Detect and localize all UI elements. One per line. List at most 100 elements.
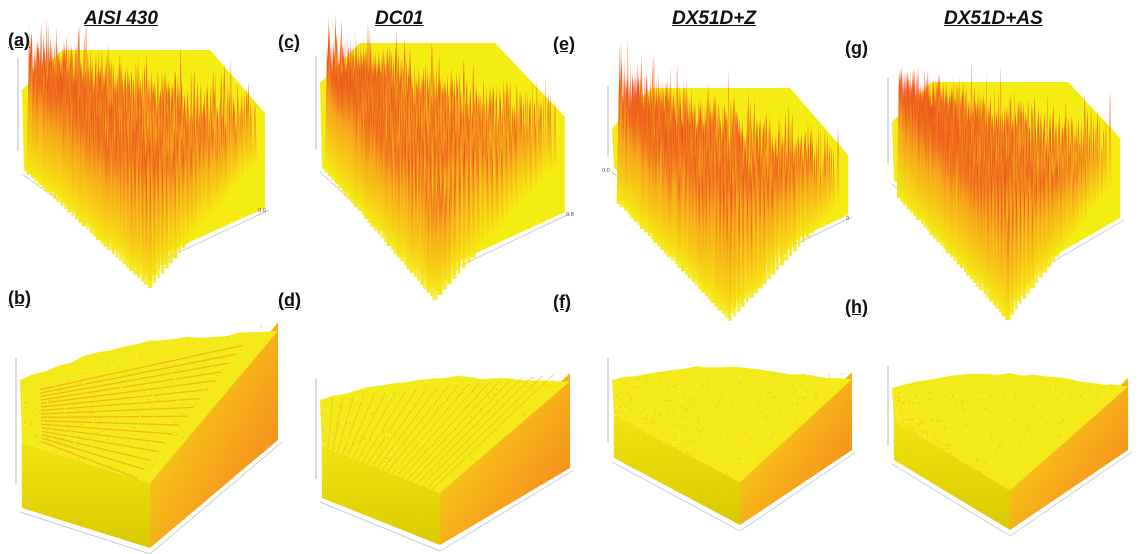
surface-speckle [694,436,696,438]
surface-speckle [940,388,942,391]
surface-speckle [635,384,638,386]
surface-speckle [684,426,687,429]
surface-speckle [526,401,528,403]
surface-speckle [383,455,385,457]
surface-speckle [93,421,95,424]
surface-speckle [199,354,201,356]
surface-speckle [1035,395,1037,398]
surface-speckle [320,413,322,416]
surface-speckle [922,426,924,429]
surface-speckle [644,381,646,384]
surface-speckle [127,440,129,443]
surface-speckle [429,470,431,472]
surface-speckle [341,407,343,409]
surface-speckle [495,430,498,432]
surface-speckle [727,403,729,405]
surface-spike [384,143,388,243]
surface-speckle [989,418,992,420]
surface-spike [381,131,385,239]
surface-speckle [901,408,903,410]
surface-speckle [73,441,76,443]
surface-spike [347,70,353,200]
surface-speckle [95,369,98,371]
surface-spike [1050,165,1056,262]
surface-ridge [396,382,480,477]
surface-speckle [410,401,413,404]
surface-speckle [911,419,913,421]
surface-speckle [613,405,615,408]
surface-speckle [422,476,424,478]
surface-speckle [674,405,676,407]
surface-speckle [175,434,177,436]
surface-speckle [394,459,396,462]
surface-speckle [40,390,42,393]
surface-speckle [351,456,353,458]
surface-speckle [1010,408,1012,411]
surface-speckle [119,453,121,455]
surface-ridge [372,388,428,467]
surface-speckle [905,420,907,423]
surface-speckle [335,424,338,427]
surface-speckle [1045,421,1047,424]
surface-speckle [706,379,708,381]
surface-speckle [129,362,131,365]
surface-speckle [429,446,431,448]
surface-speckle [362,453,365,455]
surface-speckle [679,409,681,411]
surface-speckle [134,476,137,478]
surface-speckle [137,423,139,425]
surface-spike [976,180,981,287]
surface-speckle [514,406,517,408]
surface-speckle [1014,397,1016,399]
surface-speckle [405,462,407,465]
surface-speckle [1059,422,1062,425]
surface-speckle [1019,423,1022,425]
surface-spike [37,54,43,185]
surface-speckle [695,407,697,410]
surface-speckle [913,407,916,409]
surface-spike [950,152,954,258]
surface-spike [929,122,935,235]
surface-speckle [375,408,378,410]
surface-speckle [434,454,437,456]
surface-stripe [41,420,180,426]
surface-speckle [425,465,427,468]
surface-speckle [90,412,92,414]
surface-spike [1035,168,1038,284]
surface-speckle [638,379,640,381]
surface-speckle [357,441,359,443]
surface-spike [710,143,716,304]
surface-speckle [76,445,78,448]
surface-speckle [396,426,398,428]
surface-speckle [629,409,632,411]
surface-spike [34,77,39,182]
surface-speckle [1092,382,1094,384]
surface-speckle [1044,396,1046,398]
surface-speckle [22,394,24,397]
surface-speckle [687,413,689,416]
surface-speckle [779,408,781,410]
surface-spike [721,181,726,314]
surface-speckle [141,446,144,449]
surface-speckle [964,408,966,411]
surface-speckle [706,396,708,398]
surface-speckle [44,448,46,450]
surface-speckle [722,420,725,422]
surface-speckle [322,440,324,442]
surface-speckle [474,405,476,408]
surface-speckle [1025,453,1027,455]
surface-speckle [383,432,385,434]
base-edge-right-f [739,451,857,532]
surface-speckle [725,414,727,416]
surface-speckle [634,386,636,388]
surface-spike [724,194,729,318]
surface-plot-g [870,40,1138,320]
surface-spike [1026,189,1031,294]
surface-speckle [773,396,775,398]
block-top-face [612,366,852,483]
surface-speckle [910,429,913,431]
surface-speckle [1002,469,1004,471]
surface-ridge [362,390,407,463]
surface-spike [490,155,495,237]
surface-speckle [176,419,178,421]
